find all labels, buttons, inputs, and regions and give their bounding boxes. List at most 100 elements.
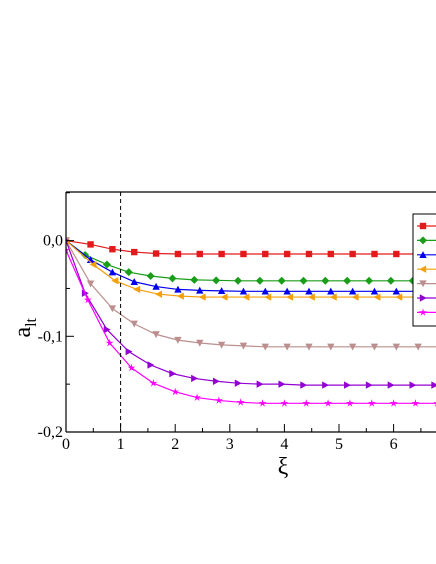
- x-tick-label: 5: [335, 436, 343, 453]
- triangle-left-marker: [395, 293, 403, 301]
- triangle-up-marker: [283, 287, 291, 295]
- x-tick-label: 0: [62, 436, 70, 453]
- triangle-right-marker: [322, 381, 330, 389]
- x-tick-label: 6: [390, 436, 398, 453]
- legend-item: [417, 265, 436, 273]
- triangle-down-marker: [414, 343, 422, 351]
- diamond-marker: [146, 272, 155, 281]
- y-axis-label-symbol: a: [10, 327, 36, 338]
- diamond-marker: [386, 276, 395, 285]
- legend: [412, 213, 436, 327]
- triangle-right-marker: [234, 379, 242, 387]
- triangle-left-marker: [89, 260, 97, 269]
- diamond-marker: [124, 268, 133, 277]
- triangle-up-marker: [196, 286, 204, 294]
- legend-item: [417, 236, 436, 245]
- square-marker: [305, 250, 313, 258]
- legend-item: [417, 222, 436, 230]
- triangle-down-marker: [419, 280, 427, 288]
- y-axis-label-main: alt: [10, 317, 40, 337]
- star-marker: [127, 363, 136, 372]
- triangle-down-marker: [152, 331, 160, 339]
- triangle-up-marker: [130, 278, 138, 285]
- square-marker: [283, 250, 291, 258]
- triangle-down-marker: [196, 339, 204, 347]
- y-axis-label-subscript: lt: [23, 317, 40, 326]
- star-marker: [367, 399, 376, 407]
- star-marker: [66, 245, 70, 254]
- triangle-right-marker: [212, 377, 220, 385]
- star-marker: [258, 399, 267, 407]
- star-marker: [433, 401, 436, 407]
- triangle-up-marker: [261, 287, 269, 295]
- square-marker: [174, 250, 182, 258]
- square-marker: [87, 241, 94, 248]
- diamond-marker: [102, 260, 111, 269]
- triangle-right-marker: [365, 381, 373, 389]
- diamond-marker: [190, 275, 199, 284]
- series-line: [66, 240, 436, 292]
- series-line: [66, 240, 436, 255]
- square-marker: [109, 246, 116, 253]
- triangle-left-marker: [198, 293, 206, 301]
- triangle-down-marker: [217, 341, 226, 349]
- triangle-up-marker: [152, 282, 160, 290]
- star-marker: [345, 399, 354, 407]
- star-marker: [280, 399, 289, 407]
- triangle-up-marker: [392, 287, 401, 295]
- triangle-down-marker: [327, 343, 335, 351]
- triangle-right-marker: [387, 381, 395, 389]
- diamond-marker: [168, 274, 177, 283]
- triangle-left-marker: [220, 293, 228, 301]
- triangle-left-marker: [419, 265, 427, 273]
- series-layer: [66, 236, 436, 407]
- square-marker: [371, 250, 378, 258]
- star-marker: [411, 399, 420, 407]
- diamond-marker: [212, 276, 221, 285]
- series-line: [66, 240, 435, 282]
- triangle-up-marker: [239, 287, 248, 295]
- diamond-marker: [255, 276, 264, 285]
- diamond-marker: [299, 276, 308, 285]
- x-tick-label: 3: [226, 436, 234, 453]
- series-3: [66, 236, 436, 295]
- x-tick-label: 4: [280, 436, 288, 453]
- triangle-down-marker: [392, 343, 401, 351]
- square-marker: [152, 250, 160, 257]
- triangle-right-marker: [169, 369, 177, 378]
- x-tick-label: 2: [171, 436, 179, 453]
- y-tick-label: -0,1: [38, 328, 63, 345]
- triangle-right-marker: [191, 374, 199, 383]
- square-marker: [393, 250, 400, 258]
- triangle-left-marker: [329, 293, 337, 301]
- triangle-left-marker: [176, 292, 184, 300]
- triangle-right-marker: [256, 380, 264, 388]
- y-axis-label: alt: [10, 317, 40, 337]
- diamond-marker: [321, 276, 330, 285]
- star-marker: [171, 387, 180, 396]
- triangle-down-marker: [86, 280, 95, 288]
- triangle-left-marker: [308, 293, 315, 301]
- triangle-up-marker: [348, 287, 357, 295]
- series-line: [66, 240, 436, 348]
- triangle-right-marker: [300, 381, 308, 389]
- y-tick-label: 0,0: [43, 233, 63, 250]
- square-marker: [349, 250, 356, 258]
- triangle-down-marker: [283, 343, 291, 351]
- star-marker: [302, 399, 311, 407]
- triangle-right-marker: [419, 294, 427, 302]
- series-line: [66, 249, 436, 404]
- triangle-left-marker: [264, 293, 272, 301]
- triangle-left-marker: [111, 277, 119, 285]
- triangle-down-marker: [130, 320, 138, 328]
- triangle-down-marker: [370, 343, 379, 351]
- triangle-left-marker: [155, 290, 163, 298]
- star-marker: [105, 338, 114, 347]
- diamond-marker: [419, 236, 427, 245]
- triangle-up-marker: [327, 287, 335, 295]
- diamond-marker: [365, 276, 374, 285]
- triangle-up-marker: [305, 287, 313, 295]
- triangle-right-marker: [103, 325, 111, 334]
- diamond-marker: [343, 276, 352, 285]
